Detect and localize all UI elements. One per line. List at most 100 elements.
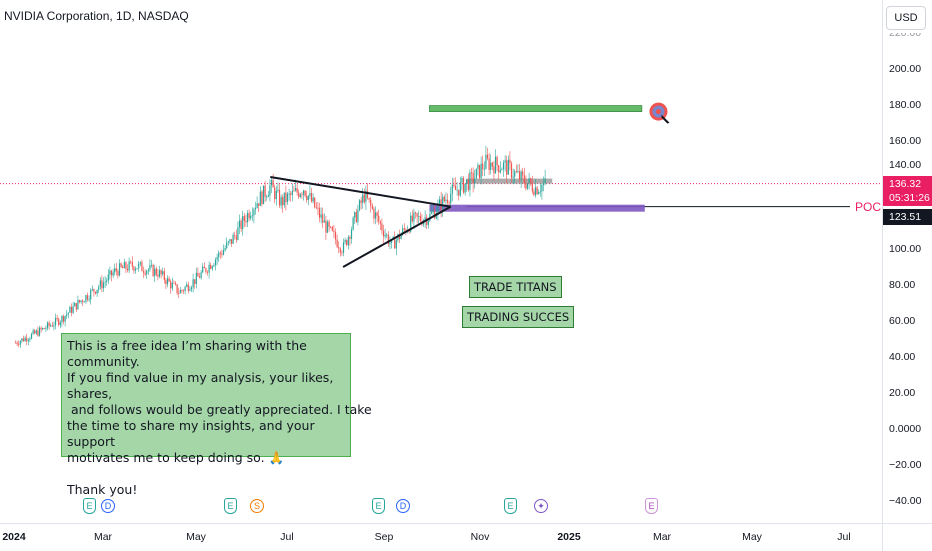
candle-body [509, 159, 511, 164]
candle-body [61, 316, 63, 323]
candle-body [518, 171, 521, 180]
candle-body [514, 171, 516, 177]
symbol-title[interactable]: NVIDIA Corporation, 1D, NASDAQ [4, 9, 189, 23]
candle-body [208, 264, 210, 273]
candle-body [115, 268, 117, 272]
chart-area[interactable]: NVIDIA Corporation, 1D, NASDAQ POC TRADE… [0, 0, 882, 523]
candle-body [242, 216, 244, 230]
earnings-icon[interactable]: E [83, 498, 96, 514]
candle-body [475, 168, 477, 179]
earnings-icon[interactable]: E [504, 498, 517, 514]
candle-body [354, 212, 356, 218]
earnings-icon[interactable]: E [372, 498, 385, 514]
candle-body [171, 282, 173, 289]
note-callout[interactable]: This is a free idea I’m sharing with the… [61, 333, 372, 497]
currency-button[interactable]: USD [886, 6, 926, 30]
price-tick: 200.00 [889, 63, 922, 75]
candle-body [453, 184, 455, 186]
candle-body [214, 259, 217, 266]
candle-body [189, 289, 191, 291]
candle-body [122, 266, 124, 269]
event-star-icon[interactable]: ✦ [534, 499, 548, 513]
time-tick: Mar [93, 531, 113, 543]
candle-body [43, 328, 45, 329]
candle-body [54, 317, 57, 326]
chart-canvas[interactable] [0, 0, 882, 523]
candle-body [237, 227, 239, 240]
candle-body [27, 339, 29, 342]
candle-body [210, 264, 212, 269]
candle-body [154, 268, 156, 277]
split-icon[interactable]: S [250, 499, 264, 513]
candle-body [386, 234, 388, 236]
trade-titans-label[interactable]: TRADE TITANS [469, 276, 562, 298]
candle-body [398, 234, 401, 240]
earnings-icon[interactable]: E [645, 498, 658, 514]
price-tick: −40.00 [889, 495, 922, 507]
candle-body [125, 262, 127, 269]
candle-body [266, 196, 268, 198]
candle-body [370, 199, 372, 206]
candle-body [374, 212, 377, 219]
candle-body [341, 252, 343, 254]
price-tick: 40.00 [889, 351, 916, 363]
candle-body [410, 215, 412, 232]
price-tick: 100.00 [889, 243, 922, 255]
candle-body [258, 203, 260, 206]
poc-price-badge: 123.51 [883, 209, 932, 225]
candle-body [461, 178, 463, 183]
time-axis[interactable]: 2024 Mar May Jul Sep Nov 2025 Mar May Ju… [0, 523, 882, 551]
candle-body [198, 276, 201, 278]
candle-body [496, 156, 498, 166]
candle-body [102, 282, 105, 289]
candle-body [162, 271, 164, 275]
candle-body [203, 266, 205, 269]
candle-body [331, 226, 333, 231]
candle-body [304, 190, 306, 196]
candle-body [310, 193, 313, 202]
candle-body [69, 306, 71, 313]
candle-body [45, 328, 47, 330]
candle-body [450, 193, 452, 204]
candle-body [418, 216, 420, 217]
candle-body [230, 239, 233, 244]
candle-body [296, 188, 298, 193]
candle-body [389, 242, 391, 245]
candle-body [253, 209, 255, 216]
price-tick: 220.00 [889, 27, 922, 39]
dividend-icon[interactable]: D [101, 499, 115, 513]
dividend-icon[interactable]: D [396, 499, 410, 513]
candle-body [96, 289, 98, 294]
candle-body [413, 212, 415, 222]
candle-body [226, 242, 228, 249]
candle-body [446, 199, 449, 203]
candle-body [379, 221, 381, 224]
price-tick: −20.00 [889, 459, 922, 471]
earnings-icon[interactable]: E [224, 498, 237, 514]
candle-body [229, 239, 231, 242]
candle-body [21, 338, 23, 342]
candle-body [506, 160, 508, 175]
candle-body [85, 295, 87, 302]
candle-body [126, 268, 129, 271]
candle-body [365, 190, 367, 202]
note-line: Thank you! [67, 482, 138, 497]
candle-body [182, 290, 185, 292]
candle-body [434, 210, 436, 219]
candle-body [80, 300, 82, 303]
time-tick: May [186, 531, 206, 543]
trading-succes-label[interactable]: TRADING SUCCES [462, 306, 575, 328]
candle-body [110, 270, 113, 276]
candle-body [414, 212, 417, 214]
candle-body [290, 193, 292, 195]
candle-body [155, 268, 157, 275]
candle-body [485, 154, 487, 169]
note-line: If you find value in my analysis, your l… [67, 370, 334, 401]
candle-body [24, 337, 26, 342]
candle-body [363, 194, 365, 202]
price-axis[interactable]: 220.00 200.00 180.00 160.00 140.00 100.0… [882, 0, 932, 523]
candle-body [454, 185, 457, 191]
candle-body [285, 192, 287, 203]
time-tick: May [742, 531, 762, 543]
time-tick: Jul [280, 531, 294, 543]
